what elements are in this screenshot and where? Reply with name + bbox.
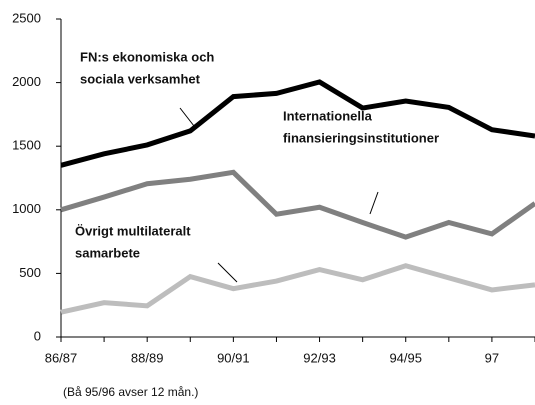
annotation: Övrigt multilateralt (75, 223, 191, 238)
y-tick-label: 2000 (12, 74, 41, 89)
y-tick-label: 0 (34, 328, 41, 343)
annotation-pointer (179, 107, 195, 127)
x-tick-label: 92/93 (303, 350, 336, 365)
y-tick-label: 1500 (12, 138, 41, 153)
y-tick-label: 1000 (12, 201, 41, 216)
annotation-pointer (369, 191, 379, 215)
series-line (60, 263, 535, 315)
x-tick-label: 90/91 (217, 350, 250, 365)
x-tick-label: 88/89 (131, 350, 164, 365)
x-tick-label: 97 (485, 350, 499, 365)
annotation: FN:s ekonomiska och (80, 49, 214, 64)
footnote: (Bå 95/96 avser 12 mån.) (63, 385, 198, 399)
annotation-pointer (217, 262, 238, 283)
series-line (60, 79, 535, 168)
annotation: samarbete (75, 245, 140, 260)
x-tick-label: 86/87 (45, 350, 78, 365)
y-tick-label: 2500 (12, 10, 41, 25)
annotation: finansieringsinstitutioner (283, 130, 439, 145)
x-tick-label: 94/95 (389, 350, 422, 365)
series-line (60, 169, 535, 240)
annotation: sociala verksamhet (80, 71, 201, 86)
y-tick-label: 500 (19, 265, 41, 280)
annotation: Internationella (283, 108, 373, 123)
